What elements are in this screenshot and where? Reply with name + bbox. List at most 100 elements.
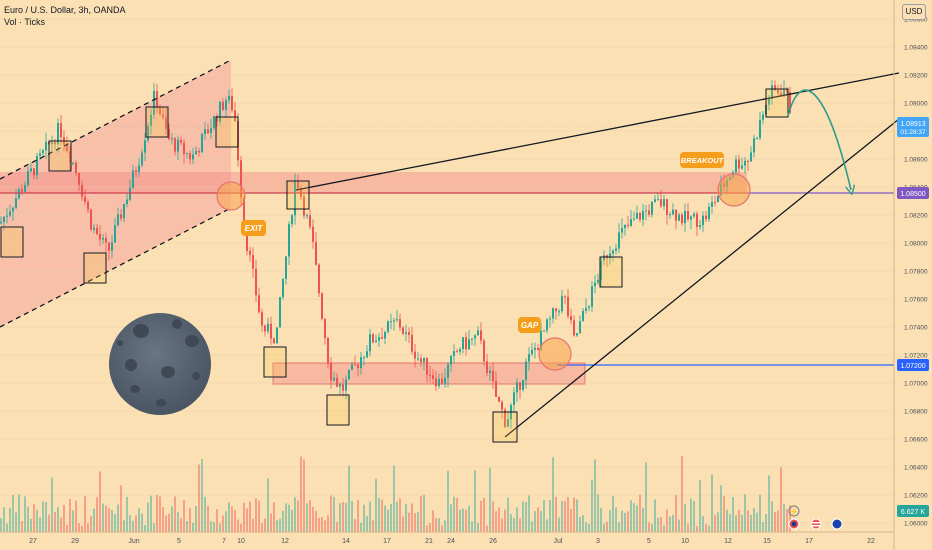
volume-bar — [255, 498, 257, 532]
volume-bar — [18, 494, 20, 532]
candle-body — [657, 199, 659, 201]
time-tick-label: 3 — [596, 538, 600, 545]
volume-bar — [330, 495, 332, 532]
candle-body — [3, 216, 5, 222]
pivot-box — [765, 88, 789, 118]
candle-body — [105, 238, 107, 243]
volume-bar — [363, 504, 365, 532]
price-grid — [0, 18, 894, 524]
volume-bar — [699, 479, 701, 532]
volume-bar — [168, 513, 170, 532]
channel-upper-line[interactable] — [0, 59, 232, 180]
currency-badge[interactable]: USD — [902, 4, 926, 20]
candle-body — [753, 138, 755, 153]
pivot-box — [326, 394, 350, 426]
candle-body — [612, 250, 614, 254]
volume-bar — [627, 511, 629, 532]
wedge-lower-trendline[interactable] — [504, 118, 900, 438]
candle-body — [372, 334, 374, 343]
candle-body — [495, 381, 497, 397]
breakout-circle — [717, 173, 751, 207]
price-tick-label: 1.06400 — [904, 465, 928, 472]
volume-bar — [60, 517, 62, 532]
candle-body — [519, 382, 521, 390]
volume-bar — [135, 515, 137, 532]
candle-body — [780, 92, 782, 96]
candle-body — [336, 377, 338, 387]
candle-body — [699, 225, 701, 228]
channel-lower-line[interactable] — [0, 207, 232, 328]
event-icons[interactable]: ⚡ — [788, 505, 843, 530]
candle-body — [468, 339, 470, 350]
volume-bar — [525, 502, 527, 532]
candle-body — [771, 85, 773, 99]
time-tick-label: 26 — [489, 538, 497, 545]
volume-bar — [288, 504, 290, 532]
volume-bar — [9, 508, 11, 532]
candle-body — [312, 226, 314, 242]
time-axis-labels[interactable]: 27 29 Jun 5 7 10 12 14 17 21 24 26 Jul 3 5 10 12 15 17 22 — [29, 538, 875, 545]
volume-bar — [675, 495, 677, 532]
candle-body — [84, 196, 86, 202]
forecast-arrow[interactable] — [787, 89, 851, 190]
candle-body — [144, 140, 146, 153]
candle-body — [27, 171, 29, 186]
candle-body — [327, 337, 329, 363]
volume-bar — [54, 511, 56, 532]
candle-body — [219, 101, 221, 122]
volume-bar — [36, 510, 38, 532]
candle-body — [102, 238, 104, 240]
candle-body — [444, 377, 446, 384]
candle-body — [543, 330, 545, 332]
volume-bar — [594, 459, 596, 532]
candle-body — [192, 154, 194, 160]
volume-bar — [753, 508, 755, 532]
volume-bar — [729, 514, 731, 532]
candle-body — [360, 357, 362, 369]
candle-body — [54, 142, 56, 145]
time-tick-label: 14 — [342, 538, 350, 545]
volume-bar — [0, 518, 2, 532]
candle-body — [540, 330, 542, 351]
price-axis-labels[interactable]: 1.096001.094001.092001.090001.088001.086… — [904, 17, 928, 528]
volume-bar — [516, 507, 518, 532]
volume-bar — [477, 522, 479, 532]
volume-bar — [615, 507, 617, 532]
candle-body — [774, 85, 776, 91]
volume-bar — [579, 517, 581, 532]
volume-bar — [642, 507, 644, 532]
candle-body — [120, 214, 122, 219]
candle-body — [420, 358, 422, 362]
volume-bar — [24, 496, 26, 532]
time-tick-label: 10 — [681, 538, 689, 545]
volume-bar — [462, 508, 464, 532]
pivot-boxes — [0, 88, 789, 443]
volume-bar — [750, 514, 752, 532]
candle-body — [315, 241, 317, 265]
volume-bar — [219, 523, 221, 532]
volume-bar — [666, 509, 668, 532]
candle-body — [789, 92, 791, 114]
volume-value: 6.627 K — [901, 509, 925, 516]
candle-body — [384, 331, 386, 339]
symbol-title[interactable]: Euro / U.S. Dollar, 3h, OANDA — [4, 5, 126, 15]
gap-label: GAP — [518, 317, 541, 333]
candle-body — [786, 89, 788, 93]
volume-bar — [186, 520, 188, 532]
volume-bar — [621, 510, 623, 532]
candle-body — [441, 378, 443, 384]
volume-bar — [741, 514, 743, 532]
volume-bar — [771, 501, 773, 532]
candle-body — [153, 91, 155, 115]
candle-body — [51, 142, 53, 145]
volume-bar — [654, 499, 656, 532]
volume-bar — [690, 498, 692, 532]
candle-body — [165, 117, 167, 129]
volume-bar — [342, 501, 344, 532]
volume-indicator-label[interactable]: Vol · Ticks — [4, 17, 46, 27]
candle-body — [414, 351, 416, 359]
volume-bar — [456, 498, 458, 532]
candle-body — [429, 374, 431, 376]
candle-body — [507, 419, 509, 427]
